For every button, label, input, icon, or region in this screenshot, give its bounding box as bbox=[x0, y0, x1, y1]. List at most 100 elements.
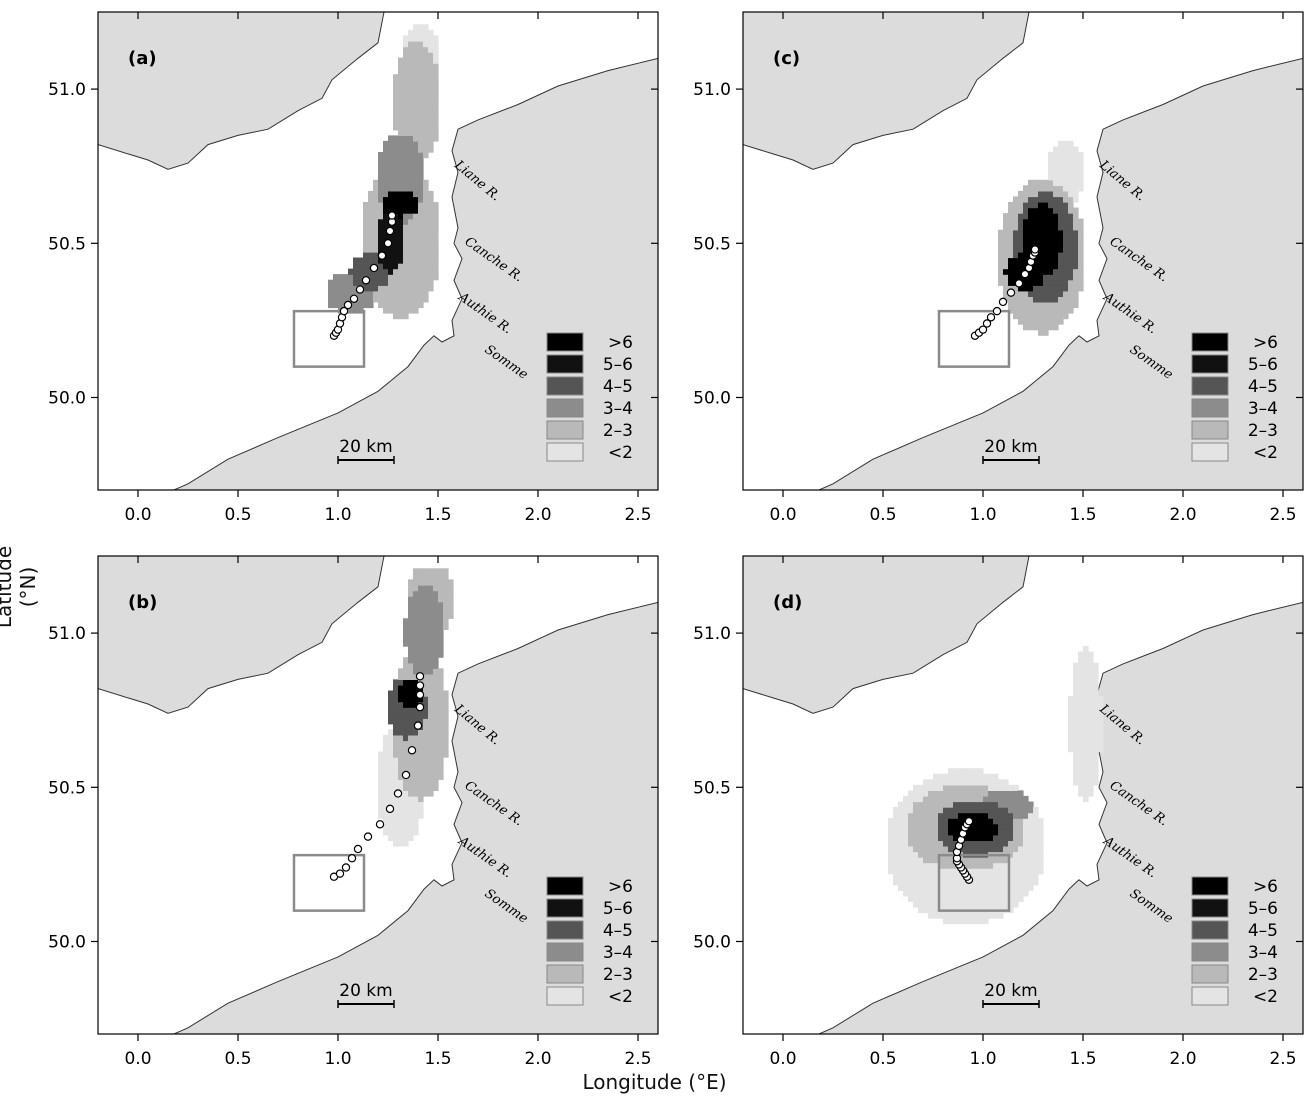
concentration-cell bbox=[953, 795, 959, 803]
concentration-cell bbox=[1018, 895, 1024, 902]
concentration-cell bbox=[1038, 224, 1044, 231]
concentration-cell bbox=[428, 196, 434, 203]
concentration-cell bbox=[1063, 152, 1069, 159]
concentration-cell bbox=[418, 146, 424, 153]
concentration-cell bbox=[423, 124, 429, 131]
concentration-cell bbox=[1048, 196, 1054, 203]
concentration-cell bbox=[433, 784, 439, 791]
concentration-cell bbox=[1013, 301, 1019, 309]
concentration-cell bbox=[393, 90, 399, 98]
concentration-cell bbox=[1033, 263, 1039, 270]
concentration-cell bbox=[423, 290, 429, 297]
concentration-cell bbox=[378, 152, 384, 159]
legend-label: 4–5 bbox=[603, 921, 633, 941]
concentration-cell bbox=[418, 163, 424, 170]
concentration-cell bbox=[383, 801, 389, 808]
track-point bbox=[385, 226, 395, 236]
concentration-cell bbox=[998, 840, 1004, 847]
concentration-cell bbox=[998, 901, 1004, 908]
concentration-cell bbox=[413, 618, 419, 625]
concentration-cell bbox=[1073, 701, 1079, 708]
concentration-cell bbox=[988, 784, 994, 791]
concentration-cell bbox=[1073, 684, 1079, 692]
concentration-cell bbox=[1033, 213, 1039, 220]
concentration-cell bbox=[438, 673, 444, 680]
concentration-cell bbox=[1068, 152, 1074, 159]
concentration-cell bbox=[933, 840, 939, 847]
concentration-cell bbox=[408, 290, 414, 297]
concentration-cell bbox=[378, 179, 384, 186]
concentration-cell bbox=[388, 196, 394, 203]
concentration-cell bbox=[413, 773, 419, 780]
concentration-cell bbox=[383, 207, 389, 214]
x-tick-label: 1.0 bbox=[969, 1049, 996, 1069]
concentration-cell bbox=[388, 263, 394, 270]
concentration-cell bbox=[398, 718, 404, 725]
track-point bbox=[407, 746, 417, 755]
legend-label: >6 bbox=[608, 877, 633, 897]
concentration-cell bbox=[1083, 723, 1089, 730]
concentration-cell bbox=[433, 113, 439, 120]
concentration-cell bbox=[393, 224, 399, 231]
concentration-cell bbox=[1028, 301, 1034, 309]
concentration-cell bbox=[398, 152, 404, 159]
concentration-cell bbox=[378, 229, 384, 236]
concentration-cell bbox=[428, 29, 434, 37]
concentration-cell bbox=[438, 707, 444, 714]
concentration-cell bbox=[1023, 840, 1029, 847]
concentration-cell bbox=[378, 157, 384, 164]
concentration-cell bbox=[388, 829, 394, 836]
concentration-cell bbox=[408, 712, 414, 719]
concentration-cell bbox=[368, 202, 374, 209]
concentration-cell bbox=[973, 901, 979, 908]
concentration-cell bbox=[388, 207, 394, 214]
concentration-cell bbox=[388, 718, 394, 725]
concentration-cell bbox=[908, 868, 914, 875]
concentration-cell bbox=[1068, 701, 1074, 708]
legend-label: >6 bbox=[1253, 333, 1278, 353]
concentration-cell bbox=[1023, 279, 1029, 286]
concentration-cell bbox=[1038, 329, 1044, 336]
concentration-cell bbox=[443, 590, 449, 597]
concentration-cell bbox=[988, 879, 994, 886]
concentration-cell bbox=[408, 107, 414, 114]
x-tick-label: 2.5 bbox=[624, 505, 651, 525]
concentration-cell bbox=[428, 634, 434, 642]
concentration-cell bbox=[418, 207, 424, 214]
concentration-cell bbox=[1018, 890, 1024, 897]
concentration-cell bbox=[1023, 829, 1029, 836]
concentration-cell bbox=[393, 734, 399, 742]
concentration-cell bbox=[373, 274, 379, 281]
concentration-cell bbox=[1013, 196, 1019, 203]
concentration-cell bbox=[423, 734, 429, 742]
track-point bbox=[349, 294, 359, 303]
concentration-cell bbox=[1028, 218, 1034, 225]
concentration-cell bbox=[1013, 901, 1019, 908]
concentration-cell bbox=[418, 68, 424, 75]
concentration-cell bbox=[433, 718, 439, 725]
concentration-cell bbox=[418, 285, 424, 292]
concentration-cell bbox=[433, 723, 439, 730]
concentration-cell bbox=[1013, 851, 1019, 858]
track-point bbox=[998, 297, 1008, 307]
concentration-cell bbox=[1068, 285, 1074, 292]
concentration-cell bbox=[1013, 795, 1019, 803]
concentration-cell bbox=[388, 834, 394, 841]
concentration-cell bbox=[938, 784, 944, 791]
concentration-cell bbox=[968, 801, 974, 808]
concentration-cell bbox=[388, 690, 394, 697]
concentration-cell bbox=[433, 673, 439, 680]
concentration-cell bbox=[1063, 263, 1069, 270]
concentration-cell bbox=[388, 179, 394, 186]
concentration-cell bbox=[1033, 190, 1039, 198]
track-point bbox=[964, 817, 974, 826]
concentration-cell bbox=[403, 229, 409, 236]
concentration-cell bbox=[978, 857, 984, 864]
x-tick-label: 1.0 bbox=[324, 1049, 351, 1069]
concentration-cell bbox=[413, 74, 419, 81]
concentration-cell bbox=[408, 701, 414, 708]
concentration-cell bbox=[428, 285, 434, 292]
concentration-cell bbox=[433, 213, 439, 220]
concentration-cell bbox=[403, 107, 409, 114]
concentration-cell bbox=[903, 795, 909, 803]
